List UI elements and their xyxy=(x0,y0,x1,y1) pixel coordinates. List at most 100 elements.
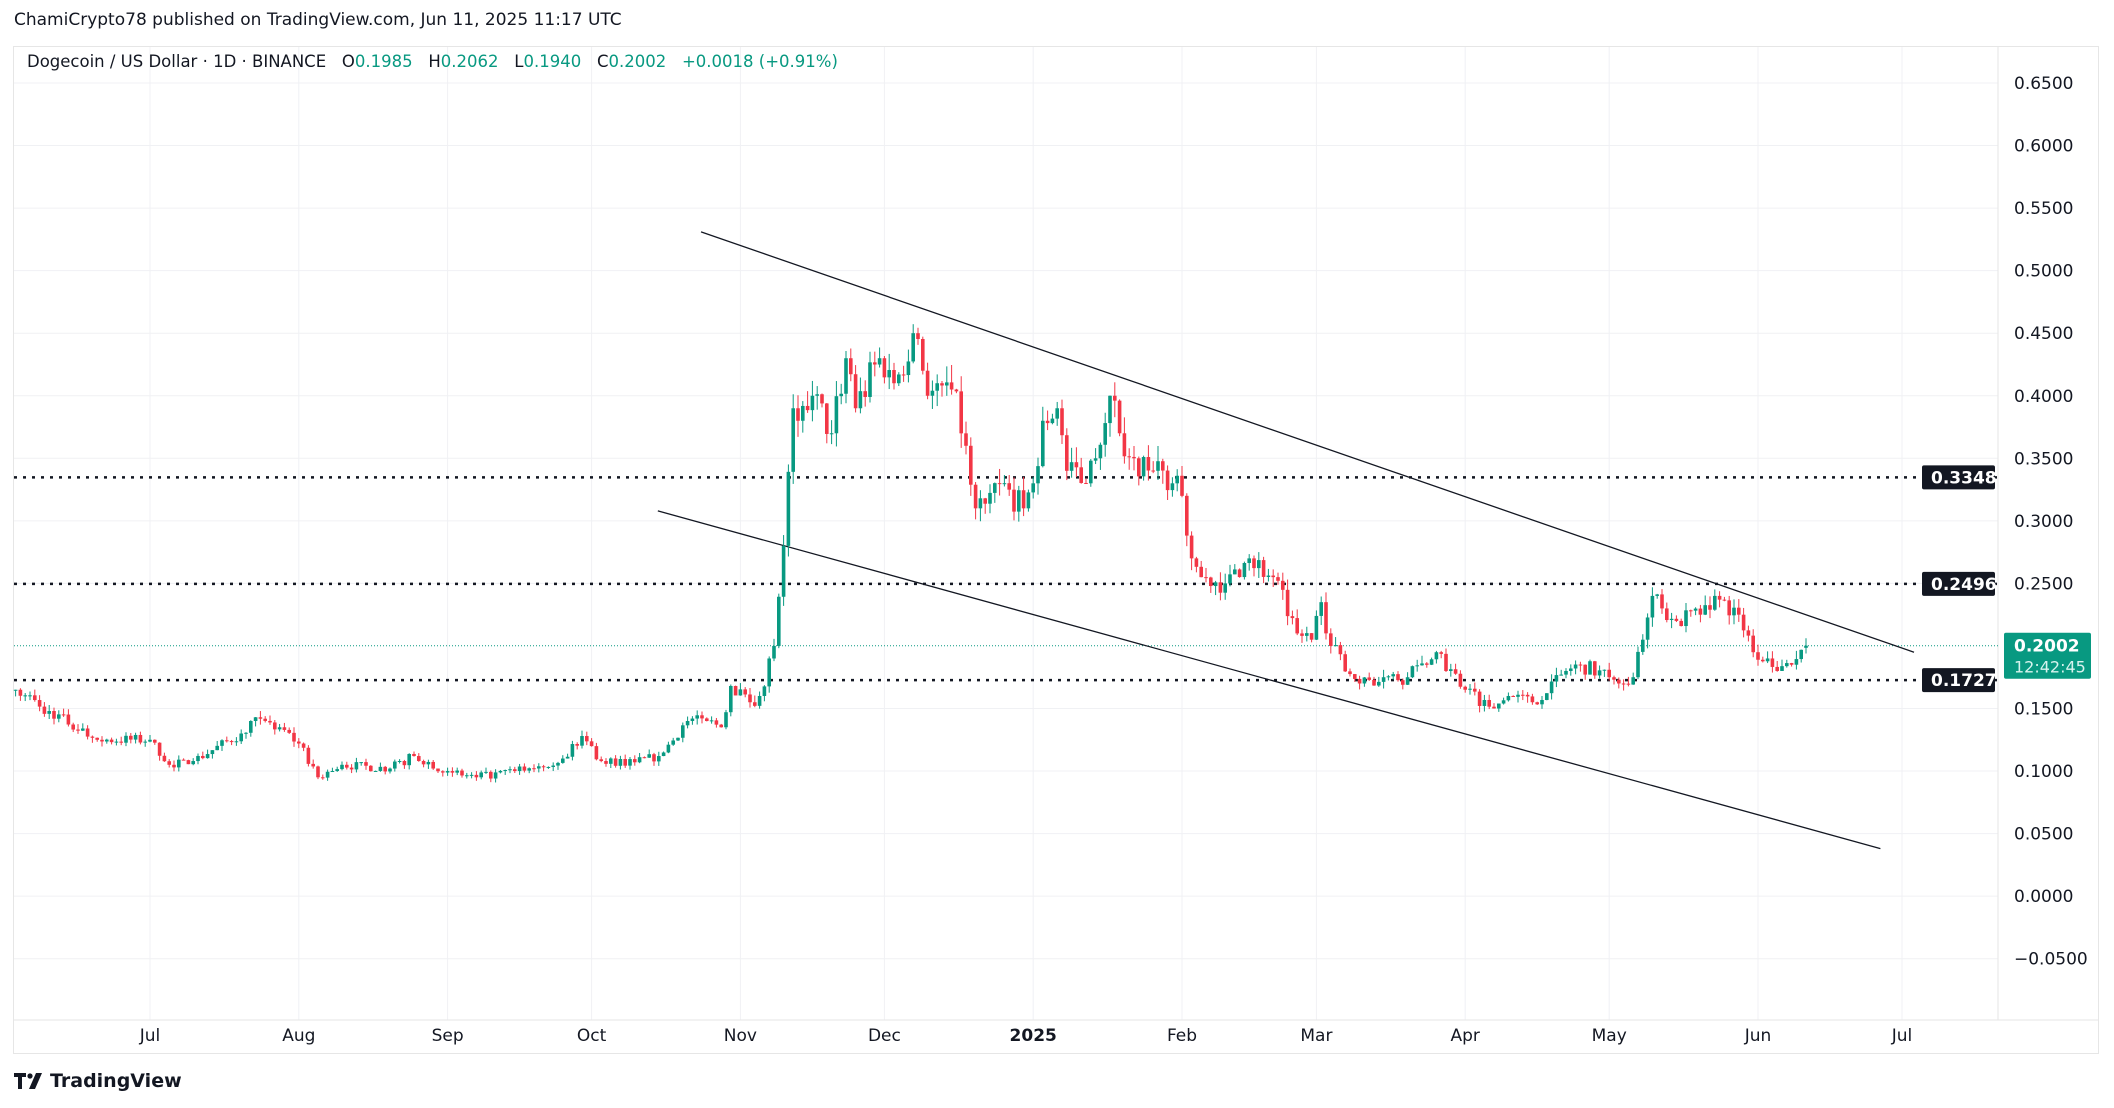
candle-body xyxy=(868,362,872,397)
candle-body xyxy=(1055,408,1059,419)
candle-body xyxy=(887,370,891,378)
candle-body xyxy=(383,766,387,772)
candle-body xyxy=(700,715,704,719)
candle-body xyxy=(1146,457,1151,471)
candle-body xyxy=(1194,558,1199,567)
candle-body xyxy=(681,725,685,738)
candle-body xyxy=(618,759,623,766)
candle-body xyxy=(863,391,867,397)
candle-body xyxy=(959,391,963,434)
candle-body xyxy=(714,720,719,725)
candle-body xyxy=(594,746,599,760)
candle-body xyxy=(820,394,824,404)
lower-channel-line xyxy=(657,510,1881,850)
candle-body xyxy=(191,761,195,765)
x-tick-label: Apr xyxy=(1450,1026,1479,1046)
candle-body xyxy=(527,768,531,771)
candle-body xyxy=(263,718,267,721)
candle-body xyxy=(1732,607,1736,616)
candle-body xyxy=(153,739,157,743)
candle-body xyxy=(1449,669,1453,671)
candle-body xyxy=(1381,677,1386,682)
candle-body xyxy=(954,389,959,392)
candle-body xyxy=(1218,582,1223,593)
horizontal-levels xyxy=(14,476,1998,682)
candle-body xyxy=(1804,645,1808,648)
candle-body xyxy=(1645,617,1650,640)
candle-body xyxy=(1252,558,1256,569)
candle-body xyxy=(829,433,834,435)
candle-body xyxy=(1401,680,1405,685)
candle-body xyxy=(316,766,320,778)
candle-body xyxy=(13,689,18,691)
candle-body xyxy=(450,771,455,773)
level-tag xyxy=(1922,668,1995,693)
candle-body xyxy=(546,766,551,768)
candle-body xyxy=(1329,633,1333,646)
candle-body xyxy=(1564,670,1568,675)
candle-body xyxy=(551,765,555,767)
candle-body xyxy=(234,741,239,743)
candle-body xyxy=(1223,583,1227,593)
candle-body xyxy=(1540,699,1544,705)
candle-body xyxy=(1665,608,1669,621)
candle-body xyxy=(335,769,339,772)
candle-body xyxy=(1597,670,1602,676)
candle-body xyxy=(1463,686,1467,690)
candle-body xyxy=(1237,569,1242,578)
candle-body xyxy=(781,545,786,597)
x-tick-label: Jun xyxy=(1744,1026,1772,1046)
candle-body xyxy=(508,769,512,771)
candle-body xyxy=(1170,483,1175,491)
candle-body xyxy=(1132,456,1136,459)
high-label: H xyxy=(428,52,441,71)
candle-body xyxy=(1506,695,1511,701)
candle-body xyxy=(1165,470,1170,491)
candle-body xyxy=(969,445,973,485)
level-tag-label: 0.1727 xyxy=(1931,671,1997,691)
candle-body xyxy=(796,408,800,421)
y-tick-label: 0.0500 xyxy=(2014,825,2073,845)
candle-body xyxy=(1204,577,1208,579)
candle-body xyxy=(935,383,939,391)
candle-body xyxy=(402,760,407,766)
candle-body xyxy=(1209,577,1213,587)
candle-body xyxy=(585,736,589,742)
candle-body xyxy=(642,757,647,759)
candle-body xyxy=(695,715,699,719)
candle-body xyxy=(1439,652,1443,654)
candle-body xyxy=(1487,699,1491,707)
candle-body xyxy=(1617,679,1621,684)
candle-body xyxy=(964,433,968,446)
time-axis: Jul Aug Sep Oct Nov Dec 2025 Feb Mar Apr May Jun Jul xyxy=(139,1026,1913,1046)
candle-body xyxy=(349,767,354,770)
candle-body xyxy=(129,735,133,740)
tradingview-logo[interactable]: TradingView xyxy=(14,1070,182,1092)
candle-body xyxy=(1425,663,1429,665)
candle-body xyxy=(767,658,771,687)
candle-body xyxy=(1233,569,1237,575)
candle-body xyxy=(1785,663,1789,667)
candle-body xyxy=(436,768,440,772)
candle-body xyxy=(1525,694,1530,697)
candle-body xyxy=(772,645,776,659)
candle-body xyxy=(1281,580,1285,590)
candle-body xyxy=(1429,659,1434,665)
candle-body xyxy=(1002,483,1007,485)
candle-body xyxy=(1189,535,1194,559)
candle-body xyxy=(522,766,527,771)
candle-body xyxy=(1693,608,1698,611)
candle-body xyxy=(661,752,666,757)
candle-body xyxy=(287,729,291,733)
candle-body xyxy=(18,689,23,696)
tradingview-logo-icon xyxy=(14,1073,42,1089)
candle-body xyxy=(1309,633,1314,640)
candle-body xyxy=(441,771,445,773)
level-tag xyxy=(1922,571,1995,596)
candle-body xyxy=(575,744,579,746)
candle-body xyxy=(388,768,392,772)
candle-body xyxy=(1333,645,1338,647)
candle-body xyxy=(738,689,743,696)
candle-body xyxy=(882,358,887,378)
